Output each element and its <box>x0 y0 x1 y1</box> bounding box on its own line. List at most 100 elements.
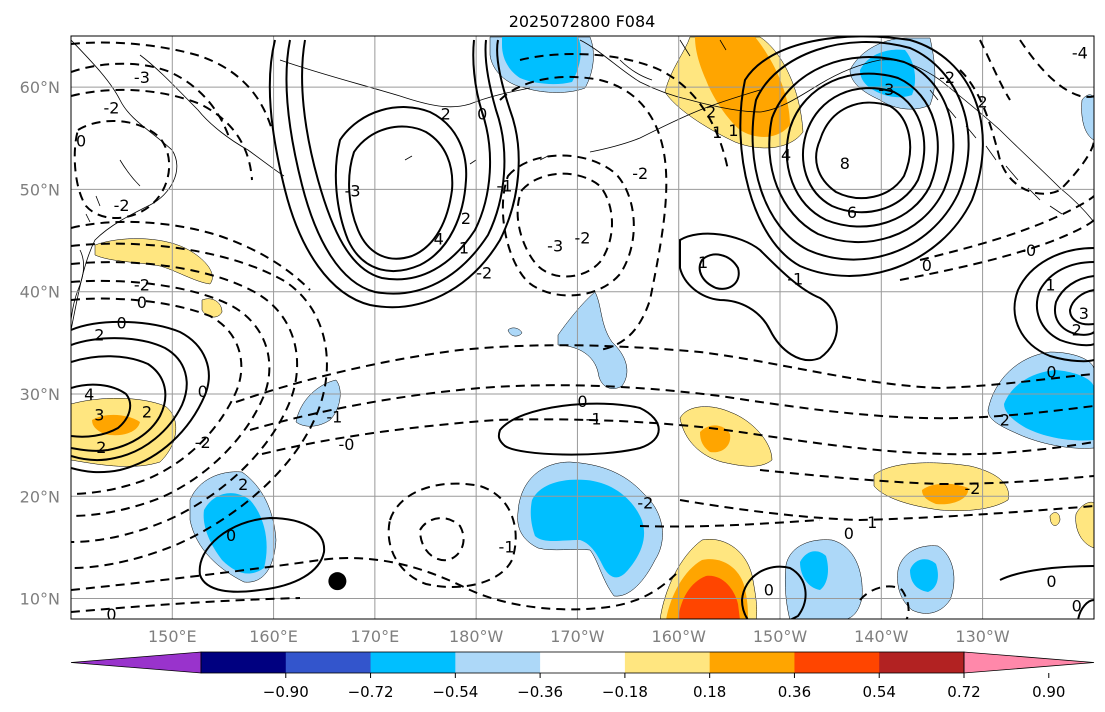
coastline-alaska <box>579 39 1094 223</box>
contour-label: -2 <box>114 196 130 215</box>
shading-positive-central-core <box>700 425 731 453</box>
contour-dash-south-1 <box>71 557 681 611</box>
contour-label: 1 <box>728 121 738 140</box>
contour-label: 2 <box>142 402 152 421</box>
shading-negative-west-core <box>203 493 267 574</box>
coastline-aleutians <box>404 89 761 165</box>
contour-dash-central-3 <box>499 75 668 351</box>
coastline-bc <box>929 89 1063 215</box>
contour-high-dateline <box>268 39 520 309</box>
contour-label: -3 <box>878 80 894 99</box>
map-title: 2025072800 F084 <box>509 12 656 31</box>
shading-positive-edge <box>1075 501 1094 549</box>
shading-negative-east-core <box>1004 370 1094 441</box>
contour-label: 6 <box>847 203 857 222</box>
contour-southeast-high-b <box>1077 599 1094 619</box>
contour-label: -2 <box>575 228 591 247</box>
colorbar-tick-label: −0.72 <box>348 683 394 701</box>
contour-label: -2 <box>134 276 150 295</box>
contour-band-3 <box>261 418 1094 456</box>
coastline-japan <box>71 249 84 321</box>
contour-label: 4 <box>781 146 791 165</box>
contour-dash-nw-2 <box>71 88 253 181</box>
contour-dash-south-3 <box>859 585 910 619</box>
coastline-asia <box>71 39 178 331</box>
lon-label: 140°W <box>854 627 909 646</box>
contour-lines-negative <box>71 39 1094 619</box>
contour-dash-ne-2 <box>899 219 1094 281</box>
contour-lines <box>71 36 1094 619</box>
contour-label: 3 <box>94 405 104 424</box>
colorbar-tick-label: 0.54 <box>863 683 896 701</box>
shading-positive-east-core <box>922 483 969 505</box>
colorbar-frame <box>200 651 965 674</box>
colorbar-extend-max <box>963 651 1095 674</box>
contour-label: 1 <box>698 253 708 272</box>
colorbar-segment <box>285 652 372 673</box>
contour-label: 3 <box>1079 304 1089 323</box>
colorbar-segment <box>370 652 456 673</box>
contour-high-east <box>1013 247 1094 363</box>
contour-label: 0 <box>1046 362 1056 381</box>
contour-band-4 <box>759 469 1094 486</box>
contour-label: 1 <box>459 239 469 258</box>
contour-dash-central-4 <box>519 53 729 171</box>
contour-band-5 <box>679 499 1094 522</box>
contour-south-high <box>740 565 807 619</box>
contour-label: 2 <box>706 103 716 122</box>
contour-dash-ne-3 <box>959 69 1094 195</box>
contour-dash-west-4 <box>71 242 328 569</box>
colorbar-segment <box>794 652 880 673</box>
contour-high-gulf <box>739 36 984 277</box>
coastline-kurils <box>85 159 141 223</box>
contour-label: 2 <box>1000 411 1010 430</box>
contour-dash-nw-5 <box>71 41 273 131</box>
colorbar-segment <box>624 652 711 673</box>
contour-label: 0 <box>226 526 236 545</box>
contour-label: -2 <box>939 68 955 87</box>
contour-dash-ring-small-2 <box>387 482 517 588</box>
lon-label: 130°W <box>955 627 1010 646</box>
shading-positive-east-small <box>1049 512 1061 526</box>
contour-label: -1 <box>787 269 803 288</box>
contour-label: -2 <box>637 493 653 512</box>
shading-negative-south-core <box>530 479 645 578</box>
shading-negative-tiny <box>507 327 523 337</box>
contour-high-west <box>71 320 210 474</box>
contour-dash-ring-small <box>418 517 465 562</box>
contour-southwest-high <box>198 516 326 593</box>
shading-negative-southeast-core <box>800 551 828 590</box>
contour-label: 0 <box>844 524 854 543</box>
colorbar-tick-label: 0.18 <box>693 683 726 701</box>
contour-band-6 <box>639 519 821 528</box>
contour-label: 1 <box>712 123 722 142</box>
lat-label: 50°N <box>20 180 60 199</box>
colorbar-tick-label: −0.36 <box>517 683 563 701</box>
contour-label: 2 <box>238 475 248 494</box>
lon-label: 180°W <box>449 627 504 646</box>
latitude-labels: 60°N 50°N 40°N 30°N 20°N 10°N <box>20 78 60 608</box>
shading-negative-central <box>557 291 628 389</box>
contour-label: -4 <box>1072 43 1088 62</box>
contour-dash-west-2 <box>71 279 271 517</box>
contour-dash-central-low-2 <box>501 154 635 297</box>
lat-label: 20°N <box>20 487 60 506</box>
contour-label: -2 <box>632 164 648 183</box>
contour-central-high <box>497 402 660 456</box>
shading-negative-edge <box>1081 94 1094 141</box>
contour-dash-ne-1 <box>919 195 1094 261</box>
contour-label: -0 <box>339 435 355 454</box>
colorbar-segment <box>455 652 541 673</box>
contour-label: 0 <box>137 293 147 312</box>
contour-label: 1 <box>1045 276 1055 295</box>
shading-negative-southeast-b-core <box>910 559 938 592</box>
coastlines <box>71 39 1094 331</box>
contour-dash-nw-4 <box>71 220 311 291</box>
colorbar-segment <box>879 652 965 673</box>
contour-label: -3 <box>134 68 150 87</box>
contour-label: 0 <box>1046 572 1056 591</box>
colorbar-tick-label: −0.54 <box>432 683 478 701</box>
contour-dash-ne-5 <box>979 39 1011 101</box>
map-frame <box>70 35 1095 620</box>
coastline-chukotka <box>279 59 531 108</box>
